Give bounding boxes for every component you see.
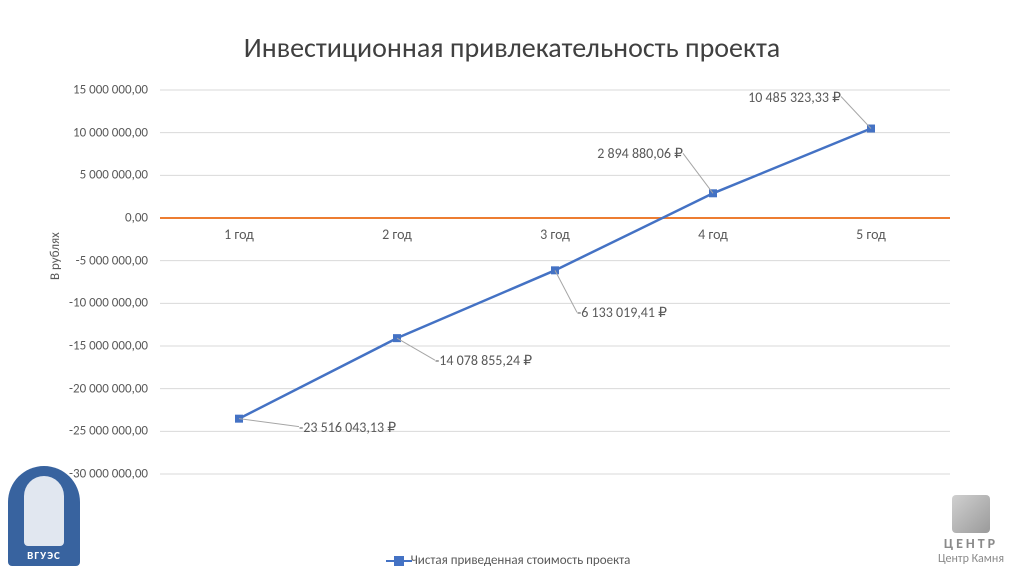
legend-marker-icon xyxy=(394,556,404,566)
right-logo: ЦЕНТР Центр Камня xyxy=(926,495,1016,566)
data-label: -6 133 019,41 ₽ xyxy=(577,304,667,321)
data-label: -23 516 043,13 ₽ xyxy=(299,419,396,436)
chart-plot-area: 15 000 000,0010 000 000,005 000 000,000,… xyxy=(80,80,960,510)
y-tick-label: -5 000 000,00 xyxy=(76,253,148,268)
data-marker xyxy=(709,189,717,197)
y-tick-label: -10 000 000,00 xyxy=(69,296,148,311)
data-label: -14 078 855,24 ₽ xyxy=(435,352,532,369)
y-tick-label: 10 000 000,00 xyxy=(73,125,148,140)
left-logo-figure-icon xyxy=(24,476,64,546)
leader-line xyxy=(841,97,871,129)
right-logo-line1: ЦЕНТР xyxy=(926,535,1016,552)
x-tick-label: 3 год xyxy=(540,226,570,243)
x-tick-label: 1 год xyxy=(224,226,254,243)
chart-svg xyxy=(80,80,960,510)
leader-line xyxy=(555,270,577,312)
y-tick-label: 15 000 000,00 xyxy=(73,83,148,98)
leader-line xyxy=(683,153,713,193)
x-tick-label: 5 год xyxy=(856,226,886,243)
y-tick-label: -20 000 000,00 xyxy=(69,381,148,396)
leader-line xyxy=(397,338,435,360)
data-label: 2 894 880,06 ₽ xyxy=(597,145,683,162)
y-tick-label: -25 000 000,00 xyxy=(69,424,148,439)
leader-line xyxy=(239,419,299,427)
legend: Чистая приведенная стоимость проекта xyxy=(0,553,1024,568)
y-tick-label: -30 000 000,00 xyxy=(69,467,148,482)
y-tick-label: 5 000 000,00 xyxy=(80,168,148,183)
legend-series-label: Чистая приведенная стоимость проекта xyxy=(411,553,631,568)
left-logo xyxy=(8,466,80,566)
x-tick-label: 2 год xyxy=(382,226,412,243)
y-tick-label: 0,00 xyxy=(125,211,148,226)
right-logo-line2: Центр Камня xyxy=(926,552,1016,566)
x-tick-label: 4 год xyxy=(698,226,728,243)
slide: Инвестиционная привлекательность проекта… xyxy=(0,0,1024,574)
y-tick-label: -15 000 000,00 xyxy=(69,339,148,354)
chart-title: Инвестиционная привлекательность проекта xyxy=(0,30,1024,65)
right-logo-cube-icon xyxy=(952,495,990,533)
data-label: 10 485 323,33 ₽ xyxy=(748,89,841,106)
y-axis-label: В рублях xyxy=(48,232,63,280)
data-marker xyxy=(551,266,559,274)
